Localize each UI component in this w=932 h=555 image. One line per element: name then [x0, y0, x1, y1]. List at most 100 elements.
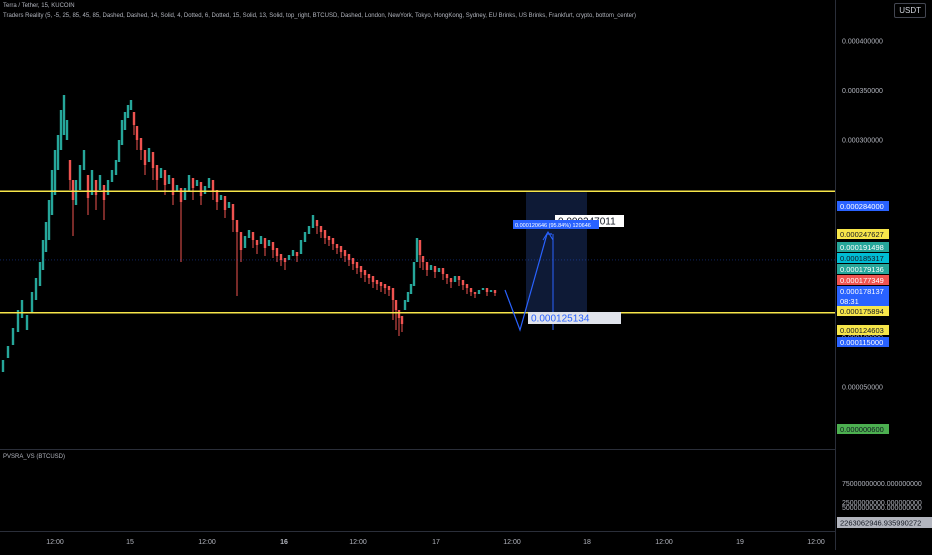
- candle-body[interactable]: [425, 262, 429, 270]
- candle-body[interactable]: [235, 220, 239, 232]
- candle-body[interactable]: [132, 112, 136, 125]
- candle-body[interactable]: [74, 180, 78, 205]
- volume-last-badge[interactable]: [837, 517, 932, 528]
- candle-body[interactable]: [47, 200, 51, 240]
- price-axis-badge[interactable]: [837, 201, 889, 211]
- candle-body[interactable]: [263, 238, 267, 248]
- candle-body[interactable]: [371, 276, 375, 282]
- candle-body[interactable]: [207, 178, 211, 188]
- candle-body[interactable]: [203, 186, 207, 194]
- candle-body[interactable]: [239, 232, 243, 250]
- candle-body[interactable]: [433, 266, 437, 272]
- candle-body[interactable]: [223, 196, 227, 210]
- candle-body[interactable]: [251, 232, 255, 240]
- candle-body[interactable]: [171, 178, 175, 195]
- candle-body[interactable]: [367, 274, 371, 278]
- price-axis-badge[interactable]: [837, 424, 889, 434]
- candle-body[interactable]: [211, 180, 215, 192]
- candle-body[interactable]: [259, 236, 263, 244]
- candle-body[interactable]: [71, 180, 75, 200]
- candle-body[interactable]: [397, 310, 401, 318]
- candle-body[interactable]: [30, 292, 34, 312]
- candle-body[interactable]: [94, 180, 98, 195]
- indicator-legend[interactable]: Traders Reality (5, -5, 25, 85, 45, 85, …: [3, 13, 636, 19]
- candle-body[interactable]: [59, 110, 63, 150]
- candle-body[interactable]: [175, 185, 179, 192]
- candle-body[interactable]: [82, 150, 86, 170]
- candle-body[interactable]: [327, 236, 331, 240]
- candle-body[interactable]: [489, 290, 493, 292]
- candle-body[interactable]: [68, 160, 72, 180]
- candle-body[interactable]: [267, 240, 271, 246]
- candle-body[interactable]: [117, 140, 121, 162]
- price-axis-badge[interactable]: [837, 337, 889, 347]
- candle-body[interactable]: [151, 152, 155, 168]
- candle-body[interactable]: [418, 240, 422, 255]
- candle-body[interactable]: [167, 175, 171, 184]
- candle-body[interactable]: [120, 120, 124, 145]
- candle-body[interactable]: [271, 242, 275, 250]
- candle-body[interactable]: [243, 236, 247, 248]
- candle-body[interactable]: [1, 360, 5, 372]
- candle-body[interactable]: [307, 226, 311, 234]
- candle-body[interactable]: [291, 250, 295, 256]
- candle-body[interactable]: [195, 180, 199, 186]
- candle-body[interactable]: [50, 170, 54, 215]
- candle-body[interactable]: [445, 274, 449, 278]
- candle-body[interactable]: [343, 250, 347, 256]
- candle-body[interactable]: [110, 170, 114, 182]
- candle-body[interactable]: [159, 168, 163, 178]
- candle-body[interactable]: [275, 248, 279, 256]
- candle-body[interactable]: [477, 290, 481, 294]
- candle-body[interactable]: [319, 226, 323, 232]
- candle-body[interactable]: [295, 252, 299, 256]
- candle-body[interactable]: [123, 112, 127, 130]
- candle-body[interactable]: [485, 288, 489, 292]
- candle-body[interactable]: [143, 150, 147, 165]
- candle-body[interactable]: [437, 268, 441, 272]
- candle-body[interactable]: [56, 135, 60, 170]
- candle-body[interactable]: [311, 215, 315, 228]
- price-axis-badge[interactable]: [837, 242, 889, 252]
- candle-body[interactable]: [339, 246, 343, 252]
- candle-body[interactable]: [469, 288, 473, 292]
- candle-body[interactable]: [62, 95, 66, 135]
- candle-body[interactable]: [347, 254, 351, 260]
- candle-body[interactable]: [359, 266, 363, 272]
- candle-body[interactable]: [25, 315, 29, 330]
- candle-body[interactable]: [287, 255, 291, 260]
- candle-body[interactable]: [44, 222, 48, 252]
- candle-body[interactable]: [227, 202, 231, 208]
- candle-body[interactable]: [453, 276, 457, 282]
- candle-body[interactable]: [331, 238, 335, 244]
- candle-body[interactable]: [441, 268, 445, 274]
- candle-body[interactable]: [90, 170, 94, 195]
- candle-body[interactable]: [247, 230, 251, 238]
- price-axis-badge[interactable]: [837, 286, 889, 306]
- candle-body[interactable]: [473, 292, 477, 294]
- candle-body[interactable]: [363, 270, 367, 275]
- price-axis-badge[interactable]: [837, 275, 889, 285]
- candle-body[interactable]: [375, 280, 379, 284]
- candle-body[interactable]: [65, 120, 69, 140]
- candle-body[interactable]: [421, 256, 425, 262]
- candle-body[interactable]: [335, 244, 339, 248]
- candle-body[interactable]: [299, 240, 303, 254]
- candle-body[interactable]: [38, 262, 42, 286]
- candle-body[interactable]: [34, 278, 38, 300]
- candle-body[interactable]: [493, 290, 497, 293]
- candle-body[interactable]: [255, 240, 259, 245]
- candle-body[interactable]: [394, 300, 398, 310]
- price-axis-badge[interactable]: [837, 306, 889, 316]
- candle-body[interactable]: [351, 258, 355, 264]
- candle-body[interactable]: [461, 280, 465, 285]
- candle-body[interactable]: [409, 284, 413, 294]
- candle-body[interactable]: [355, 262, 359, 268]
- candle-body[interactable]: [481, 288, 485, 290]
- candle-body[interactable]: [6, 346, 10, 358]
- candle-body[interactable]: [465, 284, 469, 288]
- candle-body[interactable]: [126, 105, 130, 118]
- candle-body[interactable]: [457, 276, 461, 280]
